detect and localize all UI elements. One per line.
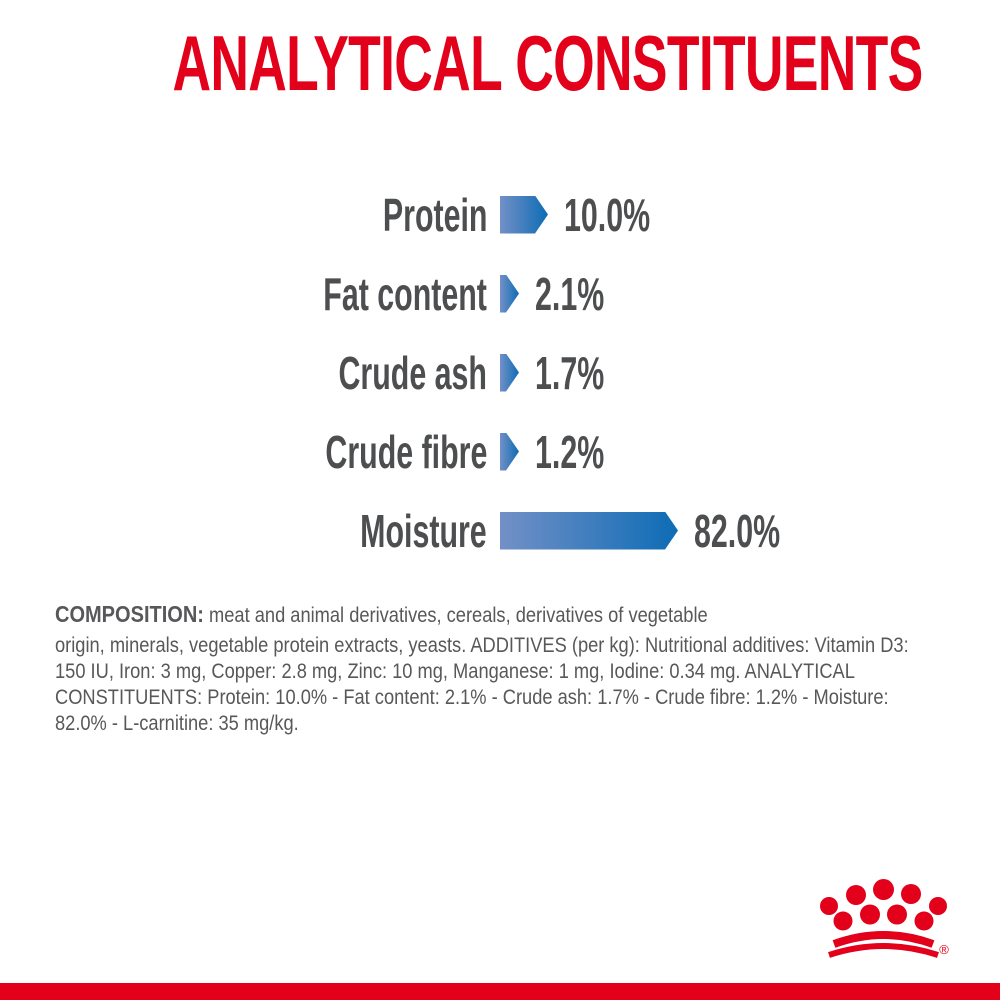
row-label-cell: Moisture xyxy=(0,504,487,558)
row-value-cell: 10.0% xyxy=(564,188,694,242)
page-title: ANALYTICAL CONSTITUENTS xyxy=(0,24,1000,102)
fat-content-value: 2.1% xyxy=(535,267,605,320)
royal-canin-crown-logo: ® xyxy=(820,879,949,958)
composition-body: origin, minerals, vegetable protein extr… xyxy=(55,634,909,735)
moisture-bar xyxy=(500,512,678,550)
crude-ash-label: Crude ash xyxy=(338,346,487,399)
crude-fibre-value: 1.2% xyxy=(535,425,605,478)
crown-dots xyxy=(820,879,947,931)
composition-first-line: COMPOSITION: meat and animal derivatives… xyxy=(55,601,986,629)
row-value-cell: 2.1% xyxy=(535,267,640,321)
row-label-cell: Crude ash xyxy=(0,346,487,400)
protein-bar xyxy=(500,196,548,234)
crude-fibre-bar xyxy=(500,433,519,471)
crude-ash-bar xyxy=(500,354,519,392)
chart-row-protein: Protein 10.0% xyxy=(0,175,1000,254)
fat-content-bar xyxy=(500,275,519,313)
moisture-value: 82.0% xyxy=(694,504,781,557)
crown-swoosh xyxy=(828,931,939,958)
moisture-label: Moisture xyxy=(360,504,487,557)
page-title-text: ANALYTICAL CONSTITUENTS xyxy=(172,19,923,107)
brand-red-bar xyxy=(0,983,1000,1000)
fat-content-label: Fat content xyxy=(323,267,487,320)
row-value-cell: 1.2% xyxy=(535,425,640,479)
composition-text: COMPOSITION: meat and animal derivatives… xyxy=(55,601,985,737)
analytical-constituents-chart: Protein 10.0% Fat content 2.1% Crude ash… xyxy=(0,175,1000,570)
row-value-cell: 82.0% xyxy=(694,504,824,558)
registered-trademark-icon: ® xyxy=(939,942,949,957)
chart-row-moisture: Moisture 82.0% xyxy=(0,491,1000,570)
row-label-cell: Fat content xyxy=(0,267,487,321)
row-value-cell: 1.7% xyxy=(535,346,640,400)
composition-paragraph: COMPOSITION: meat and animal derivatives… xyxy=(55,601,986,737)
protein-value: 10.0% xyxy=(564,188,651,241)
composition-heading: COMPOSITION: xyxy=(55,601,204,627)
crude-fibre-label: Crude fibre xyxy=(325,425,487,478)
row-label-cell: Crude fibre xyxy=(0,425,487,479)
row-label-cell: Protein xyxy=(0,188,487,242)
chart-row-crude-ash: Crude ash 1.7% xyxy=(0,333,1000,412)
crude-ash-value: 1.7% xyxy=(535,346,605,399)
chart-row-fat-content: Fat content 2.1% xyxy=(0,254,1000,333)
composition-first-line-text: meat and animal derivatives, cereals, de… xyxy=(203,604,708,627)
chart-row-crude-fibre: Crude fibre 1.2% xyxy=(0,412,1000,491)
protein-label: Protein xyxy=(382,188,487,241)
